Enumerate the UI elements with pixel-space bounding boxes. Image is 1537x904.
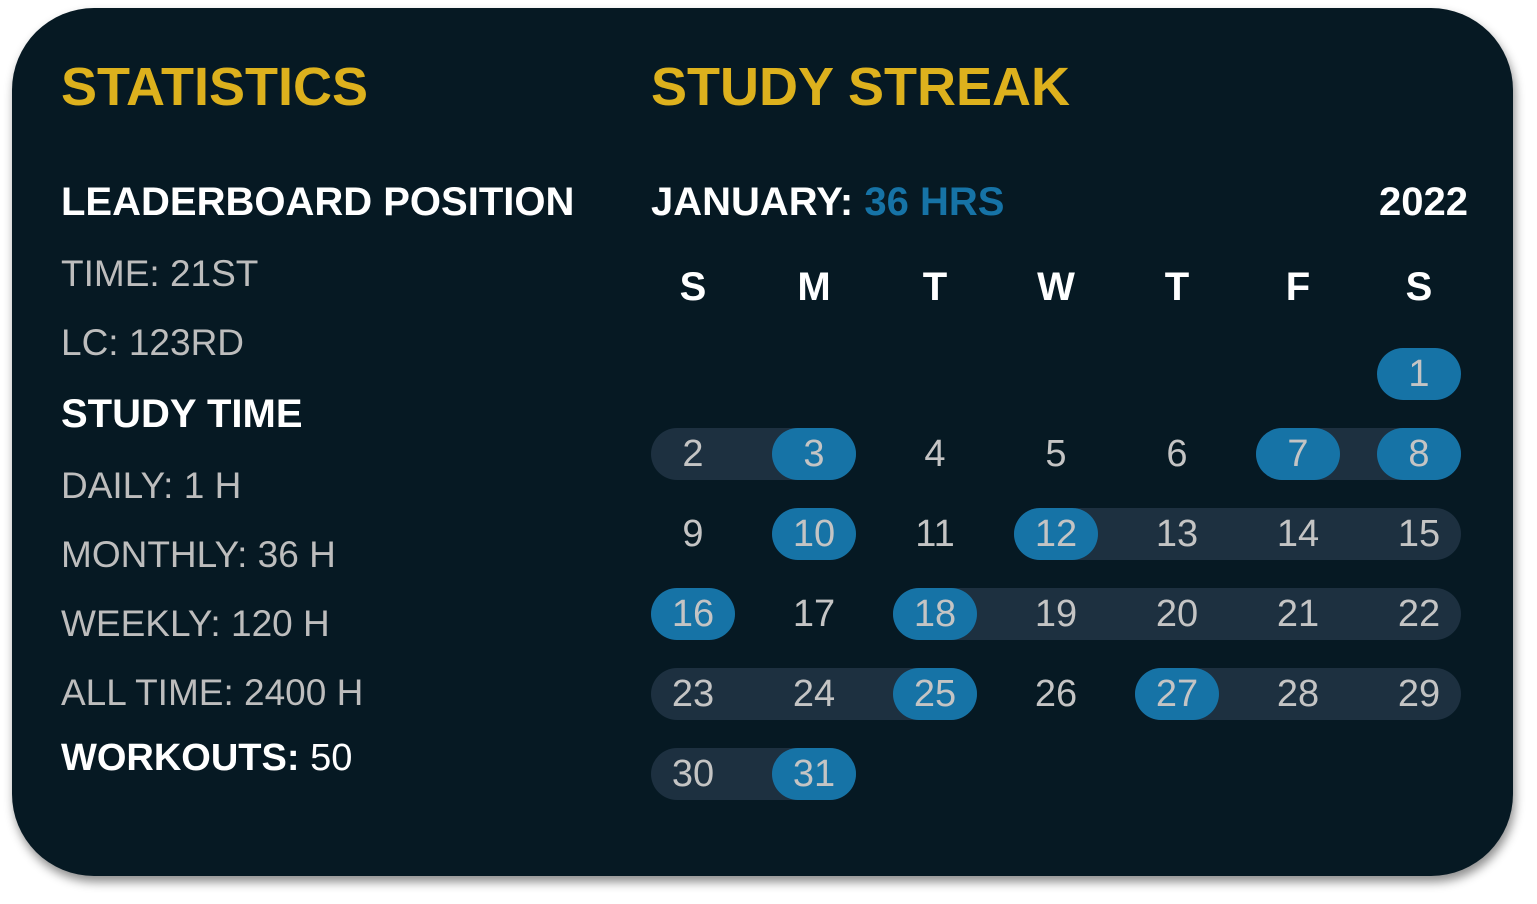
calendar-day[interactable]: 19 (1034, 593, 1078, 635)
active-day-highlight (1135, 668, 1219, 720)
calendar-day[interactable]: 24 (792, 673, 836, 715)
calendar-day[interactable]: 6 (1166, 433, 1188, 475)
calendar-day[interactable]: 29 (1397, 673, 1441, 715)
workouts-row: WORKOUTS: 50 (61, 739, 352, 777)
study-time-weekly: WEEKLY: 120 H (61, 603, 330, 644)
calendar-day[interactable]: 23 (671, 673, 715, 715)
calendar-day[interactable]: 9 (682, 513, 704, 555)
calendar-day[interactable]: 8 (1408, 433, 1430, 475)
calendar-day[interactable]: 11 (915, 513, 955, 555)
month-hours: 36 HRS (864, 180, 1005, 224)
active-day-highlight (772, 428, 856, 480)
calendar-grid: S M T W T F S 1 2 3 4 5 6 7 8 9 10 11 12 13 14 15 16 17 18 19 20 21… (12, 8, 1513, 876)
calendar-day[interactable]: 26 (1034, 673, 1078, 715)
weekday-label: S (1405, 265, 1433, 309)
calendar-day[interactable]: 20 (1155, 593, 1199, 635)
weekday-label: T (922, 265, 948, 309)
calendar-day[interactable]: 25 (913, 673, 957, 715)
weekday-label: F (1285, 265, 1311, 309)
weekday-label: M (797, 265, 831, 309)
calendar-day[interactable]: 18 (913, 593, 957, 635)
calendar-day[interactable]: 15 (1397, 513, 1441, 555)
calendar-day[interactable]: 2 (682, 433, 704, 475)
weekday-label: S (679, 265, 707, 309)
leaderboard-lc: LC: 123RD (61, 322, 245, 363)
month-label: JANUARY: (651, 180, 854, 224)
calendar-day[interactable]: 21 (1276, 593, 1320, 635)
calendar-day[interactable]: 10 (792, 513, 836, 555)
calendar-day[interactable]: 16 (671, 593, 715, 635)
calendar-day[interactable]: 7 (1287, 433, 1309, 475)
calendar-day[interactable]: 4 (924, 433, 946, 475)
active-day-highlight (893, 588, 977, 640)
calendar-day[interactable]: 13 (1155, 513, 1199, 555)
calendar-day[interactable]: 12 (1034, 513, 1078, 555)
weekday-label: W (1037, 265, 1075, 309)
study-time-daily: DAILY: 1 H (61, 465, 242, 506)
active-day-highlight (1377, 428, 1461, 480)
calendar-day[interactable]: 28 (1276, 673, 1320, 715)
calendar-day[interactable]: 30 (671, 753, 715, 795)
statistics-title: STATISTICS (61, 57, 368, 117)
calendar-day[interactable]: 31 (792, 753, 836, 795)
study-time-heading: STUDY TIME (61, 392, 303, 436)
weekday-label: T (1164, 265, 1190, 309)
active-day-highlight (772, 508, 856, 560)
calendar-day[interactable]: 17 (792, 593, 836, 635)
workouts-value: 50 (310, 737, 353, 779)
study-time-monthly: MONTHLY: 36 H (61, 534, 336, 575)
month-summary: JANUARY: 36 HRS (651, 182, 1004, 222)
calendar-day[interactable]: 3 (803, 433, 825, 475)
active-day-highlight (1377, 348, 1461, 400)
active-day-highlight (651, 588, 735, 640)
year-label: 2022 (1379, 180, 1468, 224)
active-day-highlight (1014, 508, 1098, 560)
calendar-day[interactable]: 27 (1155, 673, 1199, 715)
workouts-label: WORKOUTS: (61, 737, 300, 779)
leaderboard-time: TIME: 21ST (61, 253, 259, 294)
study-streak-title: STUDY STREAK (651, 57, 1071, 117)
active-day-highlight (772, 748, 856, 800)
streak-range (893, 588, 1461, 640)
active-day-highlight (1256, 428, 1340, 480)
calendar-day[interactable]: 1 (1408, 353, 1430, 395)
calendar-day[interactable]: 14 (1276, 513, 1320, 555)
leaderboard-heading: LEADERBOARD POSITION (61, 180, 575, 224)
statistics-card: STATISTICS LEADERBOARD POSITION TIME: 21… (12, 8, 1513, 876)
calendar-day[interactable]: 5 (1045, 433, 1067, 475)
calendar-day[interactable]: 22 (1397, 593, 1441, 635)
study-time-all-time: ALL TIME: 2400 H (61, 672, 364, 713)
active-day-highlight (893, 668, 977, 720)
